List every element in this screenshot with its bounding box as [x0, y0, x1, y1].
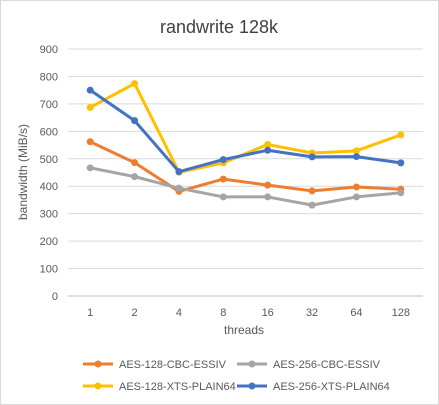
data-point — [308, 201, 316, 209]
data-point — [131, 117, 139, 125]
legend-label: AES-256-CBC-ESSIV — [273, 359, 381, 371]
data-point — [397, 131, 405, 139]
data-point — [131, 80, 139, 88]
y-axis-label: bandwidth (MiB/s) — [16, 124, 30, 220]
y-tick-label: 300 — [40, 209, 58, 221]
x-axis-label: threads — [224, 323, 264, 337]
data-point — [175, 184, 183, 192]
data-point — [86, 86, 94, 94]
legend-label: AES-128-XTS-PLAIN64 — [119, 381, 236, 393]
legend-swatch-marker — [94, 360, 102, 368]
y-tick-label: 200 — [40, 236, 58, 248]
legend-label: AES-128-CBC-ESSIV — [119, 359, 227, 371]
data-point — [352, 153, 360, 161]
legend-swatch-marker — [248, 360, 256, 368]
series-line — [88, 140, 403, 193]
data-point — [397, 159, 405, 167]
data-point — [219, 193, 227, 201]
data-point — [86, 138, 94, 146]
legend: AES-128-CBC-ESSIV AES-256-CBC-ESSIV AES-12… — [83, 359, 390, 393]
data-point — [86, 164, 94, 172]
data-point — [131, 159, 139, 167]
data-point — [264, 141, 272, 149]
y-tick-label: 800 — [40, 71, 58, 83]
data-point — [397, 189, 405, 197]
x-tick-label: 32 — [306, 307, 318, 319]
x-tick-label: 64 — [350, 307, 362, 319]
legend-label: AES-256-XTS-PLAIN64 — [273, 381, 390, 393]
legend-swatch-marker — [94, 382, 102, 390]
series-lines — [86, 80, 405, 209]
y-axis-ticks: 0 100 200 300 400 500 600 700 800 900 — [40, 44, 58, 303]
x-axis-ticks: 1 2 4 8 16 32 64 128 — [87, 307, 410, 319]
series-line — [88, 88, 403, 174]
data-point — [352, 183, 360, 191]
y-tick-label: 700 — [40, 99, 58, 111]
data-point — [219, 175, 227, 183]
y-tick-label: 500 — [40, 154, 58, 166]
data-point — [308, 187, 316, 195]
data-point — [352, 193, 360, 201]
y-tick-label: 0 — [52, 291, 58, 303]
series-line — [88, 166, 403, 207]
data-point — [264, 146, 272, 154]
x-tick-label: 16 — [262, 307, 274, 319]
x-tick-label: 4 — [176, 307, 182, 319]
legend-swatch-marker — [248, 382, 256, 390]
y-tick-label: 600 — [40, 126, 58, 138]
x-tick-label: 2 — [132, 307, 138, 319]
y-tick-label: 100 — [40, 264, 58, 276]
data-point — [352, 147, 360, 155]
data-point — [264, 181, 272, 189]
data-point — [264, 193, 272, 201]
x-tick-label: 1 — [87, 307, 93, 319]
data-point — [131, 173, 139, 181]
chart-title: randwrite 128k — [160, 17, 279, 37]
x-tick-label: 128 — [392, 307, 410, 319]
data-point — [308, 153, 316, 161]
y-tick-label: 900 — [40, 44, 58, 56]
data-point — [86, 103, 94, 111]
x-tick-label: 8 — [220, 307, 226, 319]
y-tick-label: 400 — [40, 181, 58, 193]
data-point — [219, 156, 227, 164]
data-point — [175, 168, 183, 176]
